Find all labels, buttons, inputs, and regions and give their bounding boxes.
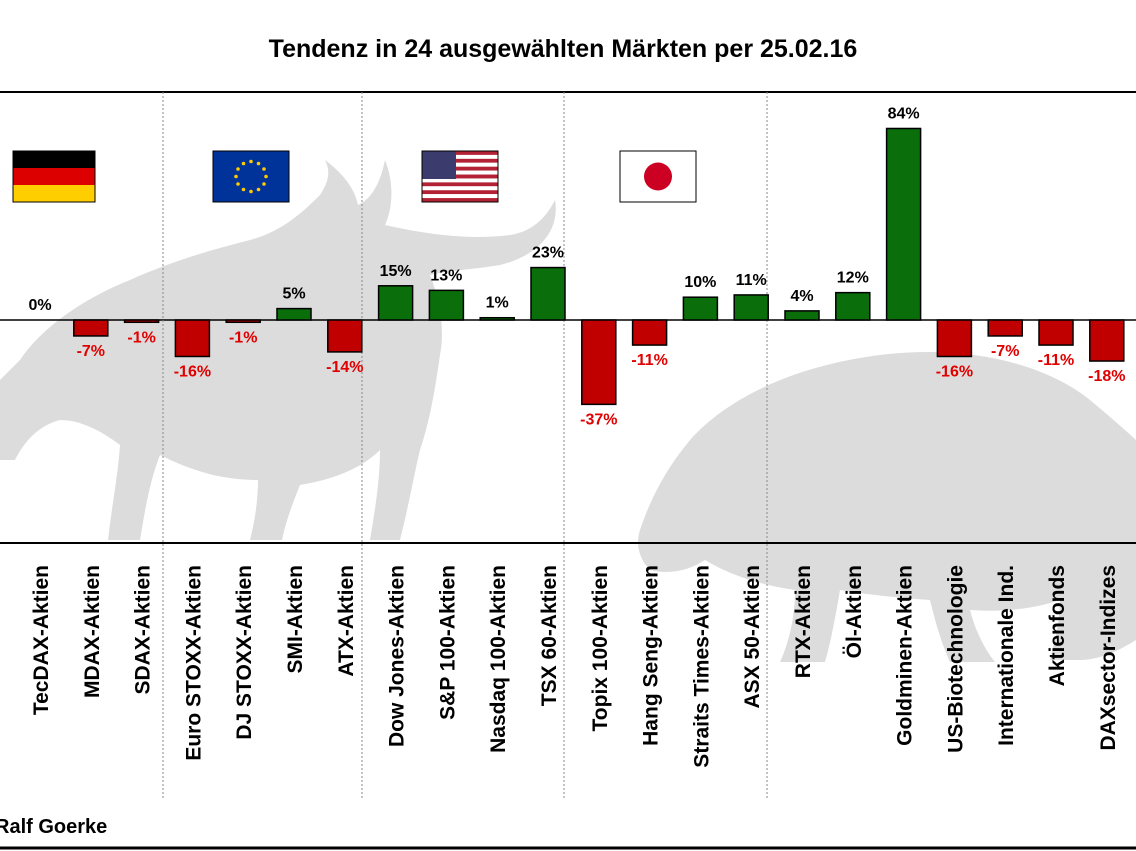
bar (225, 319, 261, 324)
bar (631, 319, 668, 346)
value-label: 10% (684, 274, 716, 291)
category-label: US-Biotechnologie (944, 565, 967, 753)
bar (73, 319, 109, 337)
category-label: RTX-Aktien (792, 565, 815, 678)
value-label: -37% (580, 411, 617, 428)
value-label: -18% (1088, 368, 1125, 385)
category-label: Hang Seng-Aktien (640, 565, 663, 746)
category-label: Internationale Ind. (995, 565, 1018, 746)
category-label: Euro STOXX-Aktien (182, 565, 205, 761)
category-label: Topix 100-Aktien (589, 565, 612, 731)
value-label: 11% (736, 272, 767, 289)
bar (936, 319, 973, 358)
japan-flag-icon (619, 150, 697, 203)
chart-title: Tendenz in 24 ausgewählten Märkten per 2… (269, 35, 858, 63)
category-label: SMI-Aktien (284, 565, 307, 674)
value-labels-layer: 0% -7% -1% -16% -1% 5% -14% 15% 13% 1% 23% -37% -11%… (28, 105, 1125, 428)
bars-layer (73, 127, 1125, 406)
category-label: DJ STOXX-Aktien (233, 565, 256, 740)
value-label: 1% (486, 295, 509, 312)
value-label: -1% (229, 329, 257, 346)
value-label: 15% (380, 263, 412, 280)
value-label: -1% (127, 329, 155, 346)
bar (1038, 319, 1074, 346)
bar (733, 294, 769, 321)
category-label: SDAX-Aktien (132, 565, 155, 695)
group-dividers (162, 92, 768, 798)
bar (581, 319, 617, 406)
category-labels-layer: TecDAX-Aktien MDAX-Aktien SDAX-Aktien Euro … (30, 565, 1120, 768)
bar (987, 319, 1023, 337)
value-label: 13% (430, 267, 462, 284)
bar (327, 319, 363, 353)
value-label: -7% (77, 343, 105, 360)
value-label: -7% (991, 343, 1019, 360)
value-label: -14% (326, 359, 363, 376)
category-label: TecDAX-Aktien (30, 565, 53, 715)
value-label: 84% (888, 105, 920, 122)
bar (377, 285, 414, 321)
category-label: Dow Jones-Aktien (386, 565, 409, 747)
bar (123, 319, 160, 324)
usa-flag-icon (421, 150, 499, 203)
category-label: Straits Times-Aktien (690, 565, 713, 768)
germany-flag-icon (12, 150, 96, 203)
category-label: Goldminen-Aktien (894, 565, 917, 746)
bar (885, 127, 922, 321)
category-label: Nasdaq 100-Aktien (487, 565, 510, 753)
bar (835, 291, 871, 321)
value-label: 23% (532, 245, 564, 262)
bull-silhouette (0, 160, 556, 540)
author-credit: Ralf Goerke (0, 816, 107, 838)
bar (784, 310, 820, 321)
eu-flag-icon (212, 150, 290, 203)
value-label: -11% (1038, 352, 1074, 369)
value-label: 12% (837, 270, 869, 287)
category-label: S&P 100-Aktien (436, 565, 459, 720)
bar (1089, 319, 1125, 362)
value-label: -16% (936, 363, 973, 380)
category-label: MDAX-Aktien (81, 565, 104, 698)
bar (428, 289, 465, 321)
category-label: DAXsector-Indizes (1097, 565, 1120, 751)
value-label: -11% (631, 352, 667, 369)
bear-silhouette (638, 352, 1136, 662)
value-label: 5% (282, 286, 305, 303)
value-label: -16% (174, 363, 211, 380)
category-label: Öl-Aktien (843, 565, 866, 658)
value-label: 4% (790, 288, 813, 305)
category-label: Aktienfonds (1046, 565, 1069, 686)
category-label: TSX 60-Aktien (538, 565, 561, 706)
value-label: 0% (28, 297, 51, 314)
bar (530, 266, 566, 321)
bar (479, 316, 515, 321)
bar (682, 296, 719, 321)
category-label: ATX-Aktien (335, 565, 358, 677)
category-label: ASX 50-Aktien (741, 565, 764, 709)
bar (276, 307, 312, 321)
bar (174, 319, 211, 358)
